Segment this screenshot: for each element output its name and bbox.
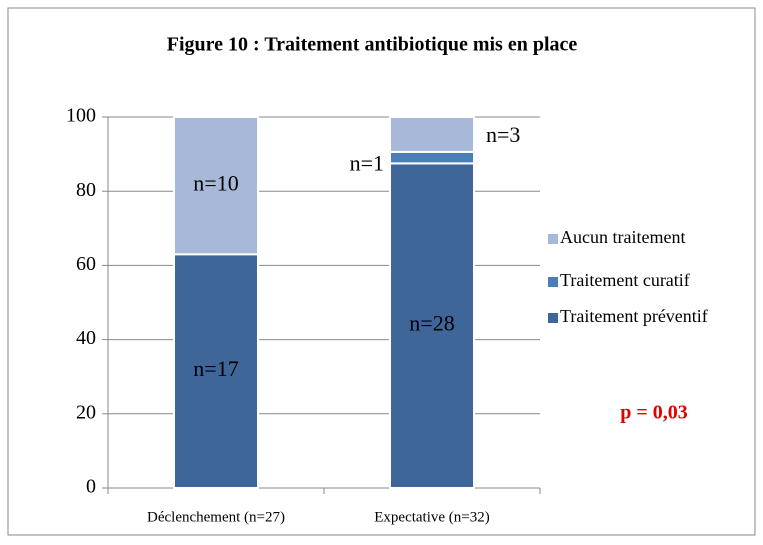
y-tick-label: 60	[76, 253, 96, 275]
data-label: n=28	[409, 311, 454, 336]
data-label: n=1	[350, 151, 384, 176]
legend-swatch	[548, 277, 558, 287]
x-tick-label: Expectative (n=32)	[374, 509, 490, 525]
bar-segment	[389, 116, 475, 153]
bar-segment	[173, 116, 259, 256]
y-tick-label: 80	[76, 179, 96, 201]
chart-frame	[7, 7, 756, 536]
y-tick-label: 40	[76, 327, 96, 349]
bar-segment	[173, 253, 259, 489]
data-label: n=3	[486, 122, 520, 147]
legend-swatch	[548, 313, 558, 323]
y-tick-label: 100	[66, 105, 96, 127]
y-tick-label: 20	[76, 401, 96, 423]
legend-label: Aucun traitement	[560, 227, 685, 247]
x-tick-label: Déclenchement (n=27)	[147, 509, 285, 525]
bar-segment	[389, 150, 475, 165]
chart-title: Figure 10 : Traitement antibiotique mis …	[167, 34, 578, 56]
legend-label: Traitement préventif	[560, 306, 708, 326]
legend-swatch	[548, 234, 558, 244]
y-tick-label: 0	[86, 476, 96, 498]
data-label: n=10	[193, 171, 238, 196]
data-label: n=17	[193, 356, 238, 381]
annotation: p = 0,03	[620, 402, 688, 424]
legend-label: Traitement curatif	[560, 270, 690, 290]
bar-segment	[389, 162, 475, 489]
